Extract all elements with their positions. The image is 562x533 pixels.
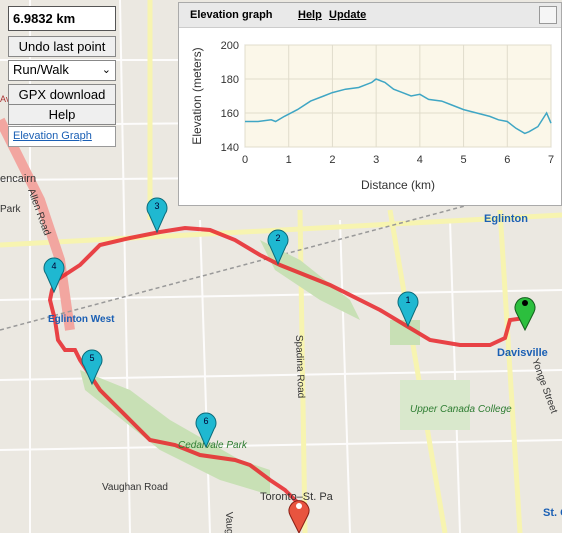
- label-vaug: Vaug: [223, 512, 235, 533]
- label-davisville: Davisville: [497, 347, 548, 359]
- x-tick-label: 3: [373, 154, 379, 166]
- waypoint-marker-label: 1: [405, 295, 410, 305]
- start-pin-icon[interactable]: [514, 297, 536, 332]
- y-tick-label: 180: [221, 74, 239, 86]
- waypoint-marker-icon[interactable]: 1: [397, 291, 419, 328]
- label-eglinton-west: Eglinton West: [48, 314, 115, 325]
- label-cedarvale: Cedarvale Park: [178, 440, 248, 451]
- waypoint-marker-label: 3: [154, 201, 159, 211]
- end-pin-icon[interactable]: [288, 500, 310, 533]
- label-upper-canada: Upper Canada College: [410, 404, 512, 415]
- y-axis-label: Elevation (meters): [190, 47, 204, 144]
- x-tick-label: 2: [329, 154, 335, 166]
- x-tick-label: 1: [286, 154, 292, 166]
- help-button[interactable]: Help: [8, 104, 116, 125]
- waypoint-marker-label: 4: [51, 261, 56, 271]
- x-axis-label: Distance (km): [361, 178, 435, 192]
- waypoint-marker-label: 5: [89, 353, 94, 363]
- label-glencairn: encairn: [0, 173, 36, 185]
- waypoint-marker-icon[interactable]: 5: [81, 349, 103, 386]
- waypoint-marker-icon[interactable]: 2: [267, 229, 289, 266]
- waypoint-marker-label: 6: [203, 416, 208, 426]
- elevation-graph-header: Elevation graph Help Update: [179, 3, 561, 28]
- undo-last-point-button[interactable]: Undo last point: [8, 36, 116, 57]
- waypoint-marker-icon[interactable]: 6: [195, 412, 217, 449]
- label-toronto-st: Toronto–St. Pa: [260, 491, 334, 503]
- label-st-c: St. C: [543, 507, 562, 519]
- gpx-download-button[interactable]: GPX download: [8, 84, 116, 105]
- x-tick-label: 5: [461, 154, 467, 166]
- waypoint-marker-icon[interactable]: 3: [146, 197, 168, 234]
- label-vaughan: Vaughan Road: [102, 482, 168, 493]
- x-tick-label: 4: [417, 154, 423, 166]
- y-tick-label: 140: [221, 142, 239, 154]
- elevation-graph-title: Elevation graph: [190, 9, 273, 21]
- elevation-update-link[interactable]: Update: [329, 9, 367, 21]
- x-tick-label: 6: [504, 154, 510, 166]
- y-tick-label: 160: [221, 108, 239, 120]
- y-tick-label: 200: [221, 40, 239, 52]
- chevron-down-icon: ⌄: [101, 64, 111, 76]
- plot-background: [244, 44, 552, 148]
- waypoint-marker-label: 2: [275, 233, 280, 243]
- elevation-help-link[interactable]: Help: [298, 9, 322, 21]
- x-tick-label: 7: [548, 154, 554, 166]
- label-park: Park: [0, 204, 22, 215]
- x-tick-label: 0: [242, 154, 248, 166]
- elevation-chart: 140 160 180 200 0 1 2 3 4 5 6 7 Distance (km) Elev…: [190, 40, 554, 192]
- waypoint-marker-icon[interactable]: 4: [43, 257, 65, 294]
- elevation-graph-panel: Elevation graph Help Update 140 160 180 200…: [178, 2, 562, 206]
- cedarvale-park-area: [80, 370, 270, 495]
- mode-select[interactable]: Run/Walk ⌄: [8, 60, 116, 81]
- close-icon[interactable]: [539, 6, 557, 24]
- label-spadina: Spadina Road: [293, 335, 306, 399]
- distance-display: 6.9832 km: [8, 6, 116, 31]
- mode-select-value: Run/Walk: [13, 62, 69, 77]
- label-eglinton-east: Eglinton: [484, 213, 528, 225]
- elevation-graph-link[interactable]: Elevation Graph: [8, 126, 116, 147]
- route-line: [47, 225, 526, 516]
- elevation-series-line: [245, 78, 552, 135]
